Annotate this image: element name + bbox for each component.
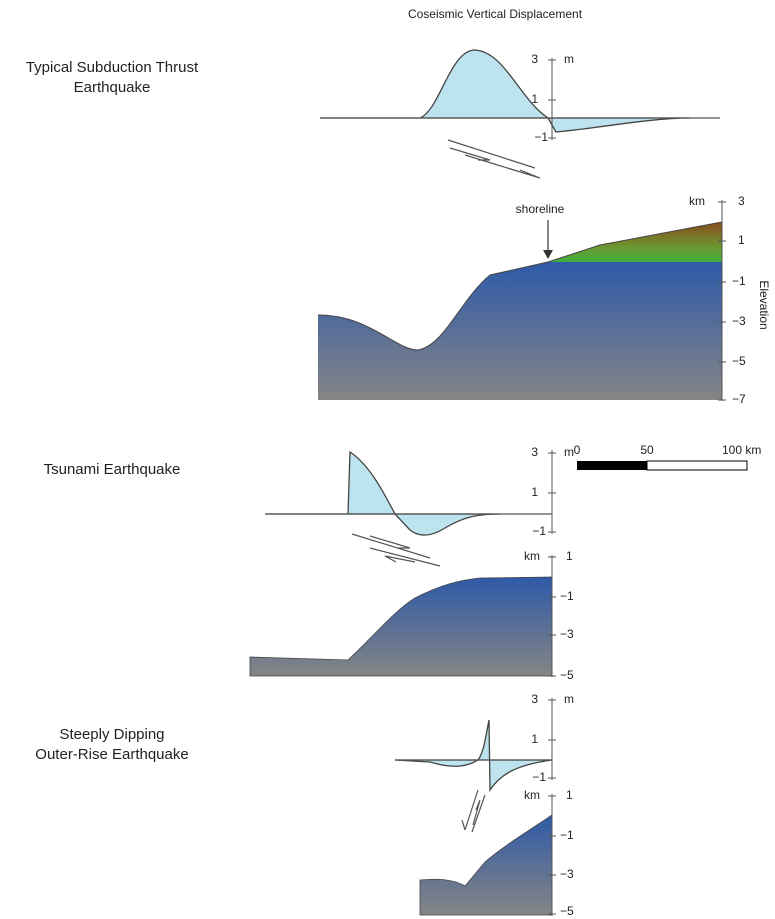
tick-label: −1 (732, 274, 746, 288)
elevation-label: Elevation (757, 280, 771, 329)
unit: km (524, 549, 540, 563)
panel-label: Typical Subduction Thrust (26, 59, 199, 76)
displacement-curve (320, 49, 691, 133)
tick-label: 3 (531, 445, 538, 459)
tick-label: −3 (560, 867, 574, 881)
tick-label: −5 (560, 668, 574, 682)
tick-label: 1 (566, 788, 573, 802)
profile-outline (317, 221, 723, 351)
fault-arrows (461, 789, 486, 833)
tick-label: −5 (560, 904, 574, 918)
ocean-profile (318, 262, 722, 400)
ocean-profile (419, 814, 553, 916)
unit: km (689, 194, 705, 208)
tick-label: −1 (534, 130, 548, 144)
unit: m (564, 52, 574, 66)
tick-label: −1 (560, 828, 574, 842)
scale-label: 50 (640, 443, 654, 457)
fault-arrows (351, 533, 441, 567)
panel-label: Outer-Rise Earthquake (35, 746, 188, 763)
elevation-axis (548, 794, 556, 916)
tick-label: 1 (566, 549, 573, 563)
tick-label: 3 (531, 52, 538, 66)
tick-label: −1 (532, 770, 546, 784)
displacement-axis (548, 698, 556, 780)
scale-label: 0 (574, 443, 581, 457)
displacement-curve (394, 719, 553, 793)
tick-label: 1 (531, 732, 538, 746)
unit: m (564, 445, 574, 459)
tick-label: −7 (732, 392, 746, 406)
title: Coseismic Vertical Displacement (408, 7, 583, 21)
elevation-axis (548, 555, 556, 677)
scale-bar (577, 460, 748, 471)
displacement-axis (548, 450, 556, 534)
tick-label: 3 (531, 692, 538, 706)
tick-label: −1 (560, 589, 574, 603)
tick-label: 1 (531, 92, 538, 106)
displacement-curve (265, 450, 501, 536)
shoreline-arrow (543, 220, 553, 259)
ocean-profile (249, 576, 553, 677)
panel-label: Tsunami Earthquake (44, 461, 181, 478)
fault-arrows (447, 139, 541, 179)
tick-label: 1 (738, 233, 745, 247)
tick-label: −3 (560, 627, 574, 641)
tick-label: −3 (732, 314, 746, 328)
unit: km (524, 788, 540, 802)
elevation-axis (718, 200, 726, 401)
shoreline-label: shoreline (516, 202, 565, 216)
land-profile (548, 222, 722, 262)
panel-label: Earthquake (74, 79, 151, 96)
tick-label: −5 (732, 354, 746, 368)
tick-label: −1 (532, 524, 546, 538)
tick-label: 3 (738, 194, 745, 208)
tick-label: 1 (531, 485, 538, 499)
unit: m (564, 692, 574, 706)
scale-label: 100 km (722, 443, 761, 457)
panel-label: Steeply Dipping (59, 726, 164, 743)
displacement-axis (548, 58, 556, 140)
